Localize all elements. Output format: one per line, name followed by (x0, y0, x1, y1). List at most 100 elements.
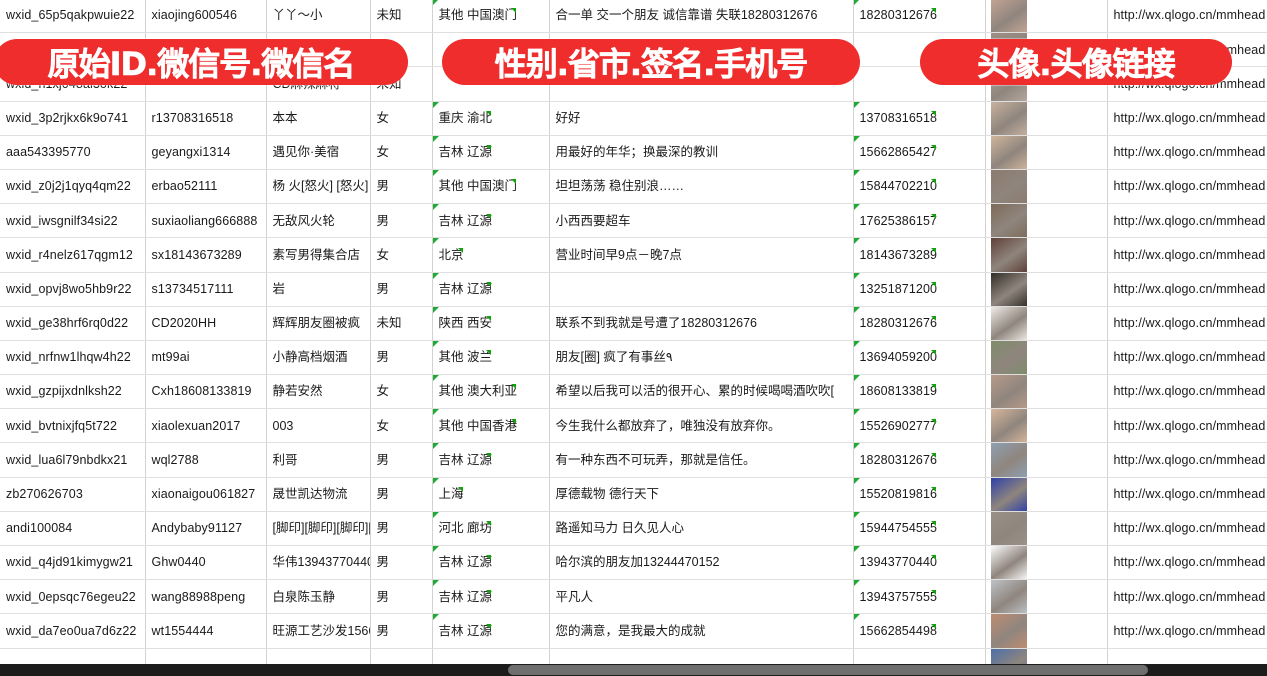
cell-region[interactable]: 北京 (432, 237, 550, 273)
cell-url[interactable]: http://wx.qlogo.cn/mmhead (1107, 476, 1267, 512)
cell-region[interactable]: 吉林 辽源 (432, 613, 550, 649)
table-row[interactable]: wxid_gzpijxdnlksh22 Cxh18608133819 静若安然女其他… (0, 374, 1267, 410)
cell-account[interactable]: r13708316518 (145, 100, 267, 136)
cell-account[interactable]: erbao52111 (145, 168, 267, 205)
cell-gender[interactable]: 男 (370, 442, 433, 478)
cell-account[interactable]: xiaojing600546 (145, 0, 267, 34)
cell-phone[interactable]: 18280312676 (853, 305, 986, 341)
cell-avatar[interactable] (985, 339, 1108, 376)
cell-gender[interactable]: 男 (370, 579, 433, 615)
cell-url[interactable]: http://wx.qlogo.cn/mmhead (1107, 237, 1267, 273)
cell-phone[interactable]: 17625386157 (853, 203, 986, 239)
cell-sign[interactable]: 今生我什么都放弃了，唯独没有放弃你。 (549, 408, 854, 444)
cell-avatar[interactable] (985, 237, 1108, 273)
cell-wxid[interactable]: wxid_r4nelz617qgm12 (0, 237, 146, 273)
cell-gender[interactable]: 男 (370, 168, 433, 205)
cell-nick[interactable]: 素写男得集合店 (266, 237, 371, 273)
cell-sign[interactable] (549, 271, 854, 307)
cell-account[interactable]: geyangxi1314 (145, 134, 267, 170)
cell-gender[interactable]: 男 (370, 476, 433, 512)
cell-phone[interactable]: 15944754555 (853, 510, 986, 547)
cell-avatar[interactable] (985, 271, 1108, 307)
cell-avatar[interactable] (985, 134, 1108, 170)
cell-phone[interactable]: 15844702210 (853, 168, 986, 205)
table-row[interactable]: zb270626703 xiaonaigou061827 晟世凯达物流男上海 厚德载物… (0, 476, 1267, 512)
cell-url[interactable]: http://wx.qlogo.cn/mmhead (1107, 408, 1267, 444)
cell-region[interactable]: 吉林 辽源 (432, 134, 550, 170)
cell-gender[interactable]: 未知 (370, 305, 433, 341)
cell-region[interactable]: 上海 (432, 476, 550, 512)
cell-region[interactable]: 吉林 辽源 (432, 579, 550, 615)
cell-url[interactable]: http://wx.qlogo.cn/mmhead (1107, 374, 1267, 410)
cell-phone[interactable]: 13251871200 (853, 271, 986, 307)
cell-url[interactable]: http://wx.qlogo.cn/mmhead (1107, 339, 1267, 376)
table-row[interactable]: andi100084Andybaby91127[脚印][脚印][脚印][脚印男河… (0, 510, 1267, 547)
cell-phone[interactable]: 15662865427 (853, 134, 986, 170)
table-row[interactable]: wxid_bvtnixjfq5t722 xiaolexuan2017 003 女其他 … (0, 408, 1267, 444)
cell-nick[interactable]: 静若安然 (266, 374, 371, 410)
cell-sign[interactable]: 坦坦荡荡 稳住别浪…… (549, 168, 854, 205)
cell-sign[interactable]: 希望以后我可以活的很开心、累的时候喝喝酒吹吹[ (549, 374, 854, 410)
table-row[interactable]: wxid_65p5qakpwuie22 xiaojing600546 丫丫～小 未知其… (0, 0, 1267, 34)
cell-region[interactable]: 河北 廊坊 (432, 510, 550, 547)
cell-gender[interactable]: 女 (370, 408, 433, 444)
cell-sign[interactable]: 平凡人 (549, 579, 854, 615)
table-row[interactable]: wxid_r4nelz617qgm12 sx18143673289 素写男得集合店女… (0, 237, 1267, 273)
cell-wxid[interactable]: wxid_gzpijxdnlksh22 (0, 374, 146, 410)
cell-avatar[interactable] (985, 374, 1108, 410)
cell-gender[interactable]: 男 (370, 203, 433, 239)
cell-account[interactable]: xiaonaigou061827 (145, 476, 267, 512)
cell-account[interactable]: s13734517111 (145, 271, 267, 307)
cell-sign[interactable]: 用最好的年华；换最深的教训 (549, 134, 854, 170)
cell-nick[interactable]: 利哥 (266, 442, 371, 478)
cell-region[interactable]: 吉林 辽源 (432, 271, 550, 307)
cell-phone[interactable]: 15520819816 (853, 476, 986, 512)
cell-phone[interactable]: 13943757555 (853, 579, 986, 615)
cell-nick[interactable]: 辉辉朋友圈被疯 (266, 305, 371, 341)
cell-wxid[interactable]: wxid_65p5qakpwuie22 (0, 0, 146, 34)
cell-avatar[interactable] (985, 579, 1108, 615)
cell-account[interactable]: xiaolexuan2017 (145, 408, 267, 444)
table-row[interactable]: wxid_3p2rjkx6k9o741 r13708316518 本本女重庆 渝北好… (0, 100, 1267, 136)
cell-gender[interactable]: 男 (370, 339, 433, 376)
cell-wxid[interactable]: wxid_da7eo0ua7d6z22 (0, 613, 146, 649)
cell-nick[interactable]: 丫丫～小 (266, 0, 371, 34)
cell-nick[interactable]: 华伟13943770440 (266, 544, 371, 581)
cell-nick[interactable]: 小静高档烟酒 (266, 339, 371, 376)
table-row[interactable]: wxid_z0j2j1qyq4qm22 erbao52111 杨 火[怒火] [怒火… (0, 168, 1267, 205)
cell-sign[interactable]: 联系不到我就是号遭了18280312676 (549, 305, 854, 341)
cell-url[interactable]: http://wx.qlogo.cn/mmhead (1107, 579, 1267, 615)
cell-avatar[interactable] (985, 305, 1108, 341)
cell-wxid[interactable]: wxid_iwsgnilf34si22 (0, 203, 146, 239)
table-row[interactable]: wxid_ge38hrf6rq0d22 CD2020HH 辉辉朋友圈被疯 未知 陕西 西… (0, 305, 1267, 341)
cell-wxid[interactable]: wxid_bvtnixjfq5t722 (0, 408, 146, 444)
cell-nick[interactable]: [脚印][脚印][脚印][脚印 (266, 510, 371, 547)
cell-gender[interactable]: 女 (370, 374, 433, 410)
cell-region[interactable]: 重庆 渝北 (432, 100, 550, 136)
cell-avatar[interactable] (985, 510, 1108, 547)
cell-sign[interactable]: 路遥知马力 日久见人心 (549, 510, 854, 547)
cell-sign[interactable]: 您的满意，是我最大的成就 (549, 613, 854, 649)
cell-url[interactable]: http://wx.qlogo.cn/mmhead (1107, 203, 1267, 239)
cell-wxid[interactable]: wxid_opvj8wo5hb9r22 (0, 271, 146, 307)
cell-region[interactable]: 吉林 辽源 (432, 442, 550, 478)
cell-region[interactable]: 其他 中国澳门 (432, 168, 550, 205)
cell-gender[interactable]: 男 (370, 544, 433, 581)
cell-avatar[interactable] (985, 544, 1108, 581)
cell-url[interactable]: http://wx.qlogo.cn/mmhead (1107, 510, 1267, 547)
cell-phone[interactable]: 15526902777 (853, 408, 986, 444)
cell-avatar[interactable] (985, 168, 1108, 205)
cell-wxid[interactable]: wxid_q4jd91kimygw21 (0, 544, 146, 581)
cell-sign[interactable]: 哈尔滨的朋友加13244470152 (549, 544, 854, 581)
cell-sign[interactable]: 朋友[圈] 疯了有事丝٩‏ (549, 339, 854, 376)
cell-account[interactable]: Andybaby91127 (145, 510, 267, 547)
cell-account[interactable]: Ghw0440 (145, 544, 267, 581)
cell-gender[interactable]: 女 (370, 237, 433, 273)
cell-nick[interactable]: 003 (266, 408, 371, 444)
cell-gender[interactable]: 女 (370, 100, 433, 136)
cell-account[interactable]: wt1554444 (145, 613, 267, 649)
cell-phone[interactable]: 13694059200 (853, 339, 986, 376)
cell-sign[interactable]: 合一单 交一个朋友 诚信靠谱 失联18280312676 (549, 0, 854, 34)
cell-account[interactable]: CD2020HH (145, 305, 267, 341)
